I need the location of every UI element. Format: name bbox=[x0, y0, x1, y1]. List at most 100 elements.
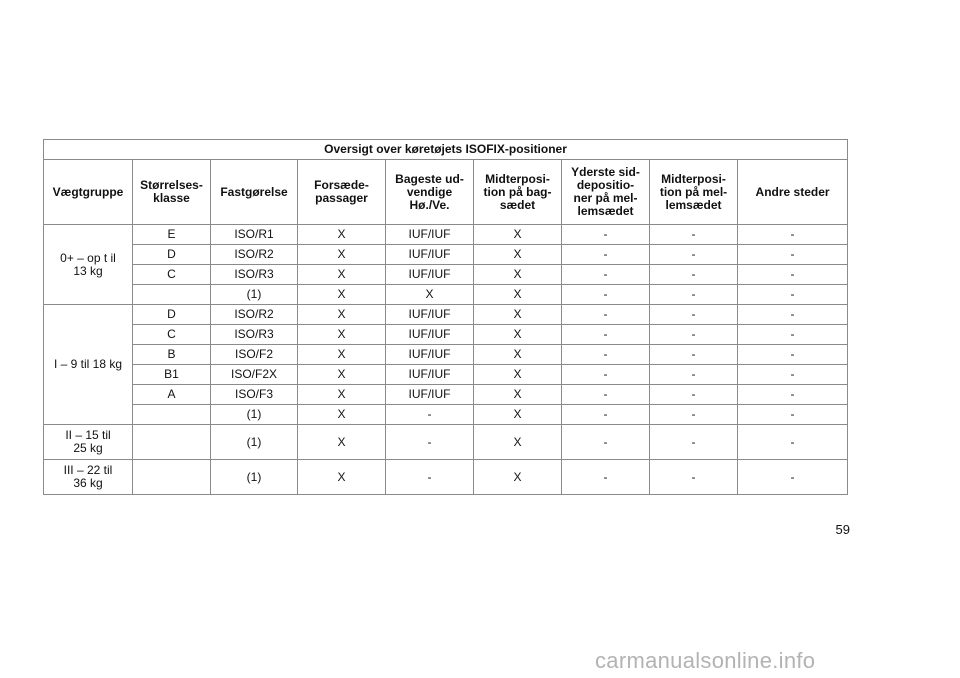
size-class-cell: C bbox=[132, 264, 211, 285]
table-body: 0+ – op t il 13 kg E ISO/R1 X IUF/IUF X - - - D ISO… bbox=[43, 224, 849, 495]
table-row: II – 15 til 25 kg (1) X - X - - - bbox=[43, 424, 849, 460]
size-class-cell: A bbox=[132, 384, 211, 405]
fixture-cell: ISO/F2 bbox=[210, 344, 298, 365]
table-title: Oversigt over køretøjets ISOFIX-position… bbox=[42, 139, 849, 160]
middle-center-cell: - bbox=[649, 424, 738, 460]
table-row: C ISO/R3 X IUF/IUF X - - - bbox=[44, 324, 849, 345]
size-class-cell bbox=[132, 424, 211, 460]
middle-outboard-cell: - bbox=[561, 459, 650, 495]
other-seating-cell: - bbox=[736, 304, 849, 325]
size-class-cell: E bbox=[132, 224, 211, 245]
other-seating-cell: - bbox=[736, 244, 849, 265]
front-passenger-header: Forsæde-passager bbox=[297, 159, 386, 225]
isofix-positions-table: Oversigt over køretøjets ISOFIX-position… bbox=[42, 139, 849, 495]
front-passenger-cell: X bbox=[297, 264, 386, 285]
middle-outboard-cell: - bbox=[561, 384, 650, 405]
other-seating-cell: - bbox=[736, 284, 849, 305]
size-class-cell: D bbox=[132, 304, 211, 325]
middle-outboard-cell: - bbox=[561, 364, 650, 385]
middle-center-cell: - bbox=[649, 244, 738, 265]
weight-group-cell: 0+ – op t il 13 kg bbox=[43, 224, 133, 305]
rear-center-cell: X bbox=[473, 324, 562, 345]
front-passenger-cell: X bbox=[297, 324, 386, 345]
middle-center-cell: - bbox=[649, 264, 738, 285]
watermark-logo: carmanualsonline.info bbox=[595, 648, 816, 673]
size-class-cell: B bbox=[132, 344, 211, 365]
size-class-cell bbox=[132, 404, 211, 425]
rear-center-cell: X bbox=[473, 284, 562, 305]
front-passenger-cell: X bbox=[297, 424, 386, 460]
middle-center-cell: - bbox=[649, 364, 738, 385]
rear-outboard-cell: IUF/IUF bbox=[385, 344, 474, 365]
fixture-cell: (1) bbox=[210, 284, 298, 305]
middle-center-cell: - bbox=[649, 384, 738, 405]
fixture-cell: (1) bbox=[210, 459, 298, 495]
fixture-cell: ISO/R2 bbox=[210, 304, 298, 325]
size-class-cell bbox=[132, 284, 211, 305]
weight-group-cell: II – 15 til 25 kg bbox=[43, 424, 133, 460]
fixture-cell: ISO/R2 bbox=[210, 244, 298, 265]
front-passenger-cell: X bbox=[297, 364, 386, 385]
table-row: B ISO/F2 X IUF/IUF X - - - bbox=[44, 344, 849, 365]
rear-center-cell: X bbox=[473, 264, 562, 285]
rear-center-cell: X bbox=[473, 384, 562, 405]
rear-outboard-header: Bageste ud-vendige Hø./Ve. bbox=[385, 159, 474, 225]
middle-center-cell: - bbox=[649, 324, 738, 345]
fixture-cell: (1) bbox=[210, 424, 298, 460]
rear-outboard-cell: - bbox=[385, 459, 474, 495]
rear-outboard-cell: IUF/IUF bbox=[385, 224, 474, 245]
middle-center-cell: - bbox=[649, 304, 738, 325]
weight-group-cell: III – 22 til 36 kg bbox=[43, 459, 133, 495]
other-seating-cell: - bbox=[736, 224, 849, 245]
middle-outboard-header: Yderste sid-depositio-ner på mel-lemsæde… bbox=[561, 159, 650, 225]
front-passenger-cell: X bbox=[297, 404, 386, 425]
front-passenger-cell: X bbox=[297, 344, 386, 365]
front-passenger-cell: X bbox=[297, 284, 386, 305]
front-passenger-cell: X bbox=[297, 459, 386, 495]
front-passenger-cell: X bbox=[297, 384, 386, 405]
rear-center-cell: X bbox=[473, 244, 562, 265]
rear-outboard-cell: IUF/IUF bbox=[385, 304, 474, 325]
size-class-header: Størrelses-klasse bbox=[132, 159, 211, 225]
other-seating-cell: - bbox=[736, 404, 849, 425]
weight-group-header: Vægtgruppe bbox=[43, 159, 133, 225]
table-row: I – 9 til 18 kg D ISO/R2 X IUF/IUF X - - - bbox=[43, 304, 849, 425]
other-seating-cell: - bbox=[736, 344, 849, 365]
other-seating-cell: - bbox=[736, 384, 849, 405]
middle-center-header: Midterposi-tion på mel-lemsædet bbox=[649, 159, 738, 225]
rear-outboard-cell: IUF/IUF bbox=[385, 244, 474, 265]
rear-outboard-cell: IUF/IUF bbox=[385, 364, 474, 385]
front-passenger-cell: X bbox=[297, 304, 386, 325]
table-row: (1) X - X - - - bbox=[44, 404, 849, 425]
other-seating-cell: - bbox=[736, 424, 849, 460]
size-class-cell bbox=[132, 459, 211, 495]
rear-center-header: Midterposi-tion på bag-sædet bbox=[473, 159, 562, 225]
fixture-cell: ISO/F3 bbox=[210, 384, 298, 405]
size-class-cell: D bbox=[132, 244, 211, 265]
rear-center-cell: X bbox=[473, 364, 562, 385]
fixture-cell: ISO/R3 bbox=[210, 324, 298, 345]
middle-outboard-cell: - bbox=[561, 264, 650, 285]
middle-outboard-cell: - bbox=[561, 304, 650, 325]
rear-center-cell: X bbox=[473, 304, 562, 325]
middle-outboard-cell: - bbox=[561, 224, 650, 245]
table-row: B1 ISO/F2X X IUF/IUF X - - - bbox=[44, 364, 849, 385]
middle-outboard-cell: - bbox=[561, 244, 650, 265]
middle-outboard-cell: - bbox=[561, 404, 650, 425]
fixture-header: Fastgørelse bbox=[210, 159, 298, 225]
rear-outboard-cell: IUF/IUF bbox=[385, 384, 474, 405]
table-row: A ISO/F3 X IUF/IUF X - - - bbox=[44, 384, 849, 405]
other-seating-cell: - bbox=[736, 364, 849, 385]
fixture-cell: ISO/R1 bbox=[210, 224, 298, 245]
rear-outboard-cell: X bbox=[385, 284, 474, 305]
table-row: C ISO/R3 X IUF/IUF X - - - bbox=[44, 264, 849, 285]
middle-outboard-cell: - bbox=[561, 324, 650, 345]
other-seating-header: Andre steder bbox=[736, 159, 849, 225]
fixture-cell: ISO/F2X bbox=[210, 364, 298, 385]
rear-center-cell: X bbox=[473, 404, 562, 425]
table-row: 0+ – op t il 13 kg E ISO/R1 X IUF/IUF X - - - bbox=[43, 224, 849, 305]
other-seating-cell: - bbox=[736, 264, 849, 285]
middle-center-cell: - bbox=[649, 459, 738, 495]
fixture-cell: (1) bbox=[210, 404, 298, 425]
